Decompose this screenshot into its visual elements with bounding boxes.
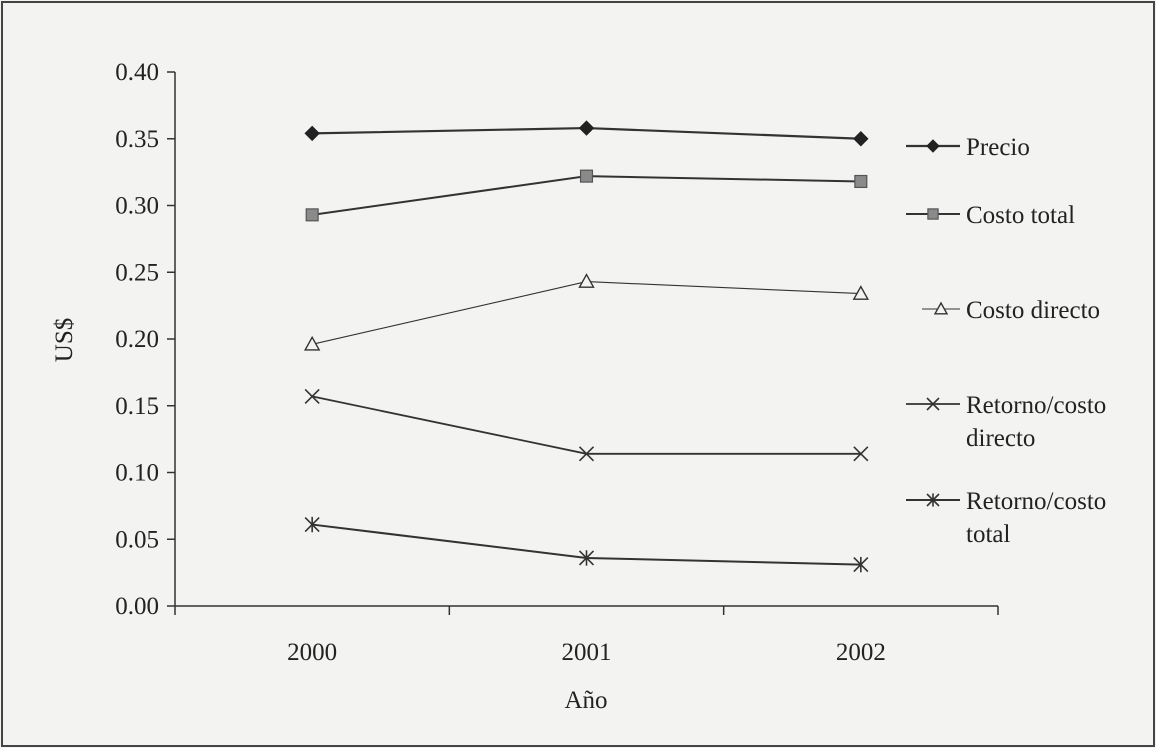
legend-label: directo [966, 425, 1035, 452]
data-point [304, 388, 320, 404]
series-square [305, 169, 868, 222]
plot-area [303, 120, 870, 573]
y-tick-label: 0.20 [115, 326, 159, 353]
series-triangle [303, 273, 870, 351]
marker-diamond [853, 131, 869, 147]
data-point [579, 169, 594, 183]
marker-x [578, 446, 595, 462]
series-line [312, 281, 861, 345]
marker-triangle [578, 273, 595, 288]
data-point [578, 120, 595, 136]
marker-diamond [926, 139, 940, 153]
data-point [853, 446, 869, 462]
marker-square [854, 174, 868, 189]
legend-item: Costo directo [922, 297, 1100, 324]
legend-label: Costo directo [966, 297, 1100, 324]
y-axis-title: US$ [51, 318, 78, 362]
legend-item: Precio [906, 134, 1030, 161]
legend-label: Precio [966, 134, 1030, 161]
y-tick-label: 0.10 [115, 460, 159, 487]
marker-diamond [578, 120, 595, 136]
data-point [578, 446, 595, 462]
data-point [853, 131, 869, 147]
data-point [578, 550, 595, 566]
y-tick-label: 0.00 [115, 593, 159, 620]
legend-label: Retorno/costo [966, 392, 1106, 419]
marker-diamond [304, 125, 320, 142]
y-tick-label: 0.35 [115, 126, 159, 153]
marker-square [579, 169, 594, 183]
legend-item: Retorno/costo total [906, 488, 1106, 548]
x-tick-label: 2002 [836, 639, 886, 666]
legend-label: Retorno/costo [966, 488, 1106, 515]
legend: Precio Costo total Costo directo Retorno/co… [906, 134, 1106, 548]
y-tick-label: 0.40 [115, 59, 159, 86]
marker-x [926, 397, 940, 411]
data-point [578, 273, 595, 288]
marker-x [853, 446, 869, 462]
data-point [305, 208, 319, 222]
x-tick-label: 2001 [562, 639, 612, 666]
legend-item: Costo total [906, 202, 1075, 229]
series-asterisk [304, 516, 869, 573]
marker-x [304, 388, 320, 404]
legend-item: Retorno/costo directo [906, 392, 1106, 452]
marker-triangle [933, 301, 949, 315]
y-tick-label: 0.05 [115, 526, 159, 553]
series-x [304, 388, 869, 462]
y-tick-label: 0.25 [115, 259, 159, 286]
data-point [852, 285, 870, 300]
marker-square [927, 208, 939, 220]
series-diamond [304, 120, 869, 147]
data-point [853, 556, 869, 573]
x-tick-label: 2000 [287, 639, 337, 666]
data-point [304, 125, 320, 142]
series-line [311, 395, 861, 455]
data-point [304, 516, 320, 533]
marker-triangle [852, 285, 870, 300]
legend-label: Costo total [966, 202, 1075, 229]
y-tick-label: 0.15 [115, 393, 159, 420]
marker-square [305, 208, 319, 222]
x-axis-title: Año [564, 687, 607, 714]
y-tick-label: 0.30 [115, 193, 159, 220]
legend-label: total [966, 521, 1010, 548]
marker-triangle [303, 335, 321, 351]
data-point [854, 174, 868, 189]
data-point [303, 335, 321, 351]
axes: 0.00 0.05 0.10 0.15 0.20 0.25 0.30 0.35 0.40 2000… [115, 59, 999, 666]
